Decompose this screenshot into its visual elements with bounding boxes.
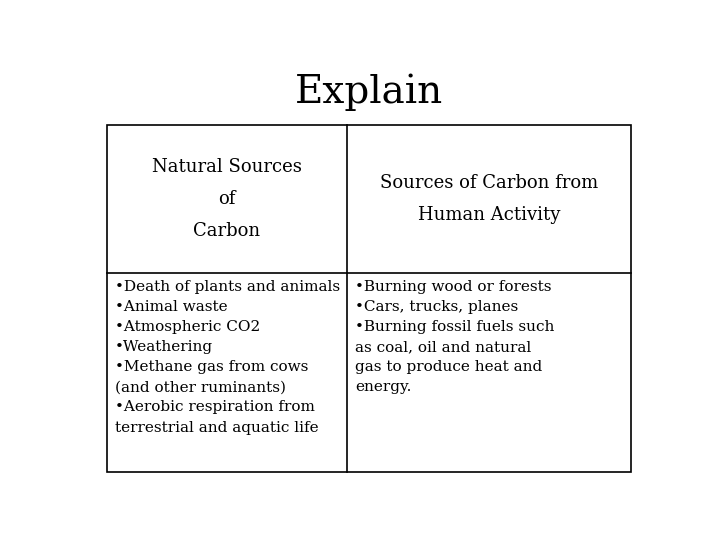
Text: Explain: Explain (295, 73, 443, 111)
Text: •Burning wood or forests
•Cars, trucks, planes
•Burning fossil fuels such
as coa: •Burning wood or forests •Cars, trucks, … (355, 280, 554, 394)
Text: •Death of plants and animals
•Animal waste
•Atmospheric CO2
•Weathering
•Methane: •Death of plants and animals •Animal was… (115, 280, 341, 435)
Bar (107, 125, 631, 472)
Text: Natural Sources
of
Carbon: Natural Sources of Carbon (152, 158, 302, 240)
Text: Sources of Carbon from
Human Activity: Sources of Carbon from Human Activity (380, 174, 598, 224)
